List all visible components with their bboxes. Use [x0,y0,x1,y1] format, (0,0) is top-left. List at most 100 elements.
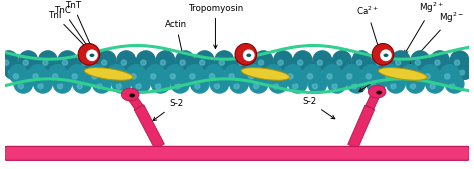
Circle shape [19,51,37,69]
Circle shape [67,70,73,75]
Circle shape [308,74,313,79]
Circle shape [269,74,287,93]
Circle shape [107,70,112,75]
Circle shape [225,65,243,83]
Circle shape [155,83,161,89]
Circle shape [308,74,327,93]
Circle shape [82,60,87,65]
Circle shape [401,65,420,83]
Circle shape [97,51,116,69]
Circle shape [361,70,366,75]
Ellipse shape [84,68,133,80]
Circle shape [410,83,416,89]
Circle shape [112,74,131,93]
Circle shape [298,61,317,79]
Circle shape [342,65,361,83]
Circle shape [396,61,415,79]
Circle shape [229,74,234,79]
Ellipse shape [246,54,251,57]
Circle shape [175,83,180,89]
Ellipse shape [241,68,290,80]
Circle shape [430,51,449,69]
Text: S-2: S-2 [302,97,335,119]
Circle shape [274,51,292,69]
Circle shape [195,83,200,89]
Circle shape [249,74,268,93]
Circle shape [126,70,131,75]
Circle shape [347,74,366,93]
Circle shape [107,65,126,83]
Circle shape [9,65,28,83]
Circle shape [72,74,77,79]
Circle shape [200,60,205,65]
Polygon shape [127,92,143,110]
Circle shape [137,51,155,69]
Circle shape [24,61,43,79]
Text: Mg$^{2+}$: Mg$^{2+}$ [405,1,444,54]
Circle shape [278,60,283,65]
Text: TnC: TnC [55,6,91,51]
Ellipse shape [90,54,94,57]
Circle shape [337,60,342,65]
Circle shape [92,74,97,79]
Circle shape [289,74,307,93]
Circle shape [332,83,337,89]
Circle shape [283,65,302,83]
Circle shape [254,83,259,89]
Circle shape [161,61,180,79]
Circle shape [239,61,258,79]
Circle shape [426,74,444,93]
Circle shape [13,74,18,79]
Circle shape [293,51,312,69]
Circle shape [200,61,219,79]
Circle shape [245,65,263,83]
Circle shape [293,83,298,89]
Circle shape [371,83,376,89]
Circle shape [136,83,141,89]
Circle shape [18,83,24,89]
Circle shape [401,70,406,75]
Circle shape [63,60,68,65]
Circle shape [141,61,160,79]
Circle shape [235,51,253,69]
Text: TnI: TnI [48,11,86,48]
Circle shape [28,70,33,75]
Circle shape [264,65,283,83]
Circle shape [63,61,82,79]
Circle shape [450,51,469,69]
Circle shape [430,83,435,89]
Text: TnT: TnT [65,1,100,65]
Circle shape [195,51,214,69]
Circle shape [356,60,362,65]
Circle shape [205,65,224,83]
Circle shape [224,70,229,75]
Circle shape [318,61,337,79]
Circle shape [82,61,101,79]
FancyBboxPatch shape [5,147,469,160]
Circle shape [303,65,322,83]
Circle shape [73,74,91,93]
Circle shape [88,65,106,83]
Circle shape [229,74,248,93]
Circle shape [436,61,454,79]
Circle shape [333,51,351,69]
Circle shape [117,51,136,69]
Circle shape [9,70,14,75]
Circle shape [215,51,234,69]
Ellipse shape [383,54,388,57]
Text: Actin: Actin [165,20,187,66]
Circle shape [455,61,474,79]
Circle shape [234,83,239,89]
Ellipse shape [129,93,135,98]
Circle shape [243,49,255,61]
Circle shape [235,44,256,65]
Circle shape [44,61,62,79]
Circle shape [38,51,57,69]
Circle shape [248,74,254,79]
Circle shape [392,51,410,69]
Circle shape [38,83,43,89]
Circle shape [372,51,391,69]
Circle shape [396,60,401,65]
Circle shape [459,70,465,75]
Circle shape [210,74,215,79]
